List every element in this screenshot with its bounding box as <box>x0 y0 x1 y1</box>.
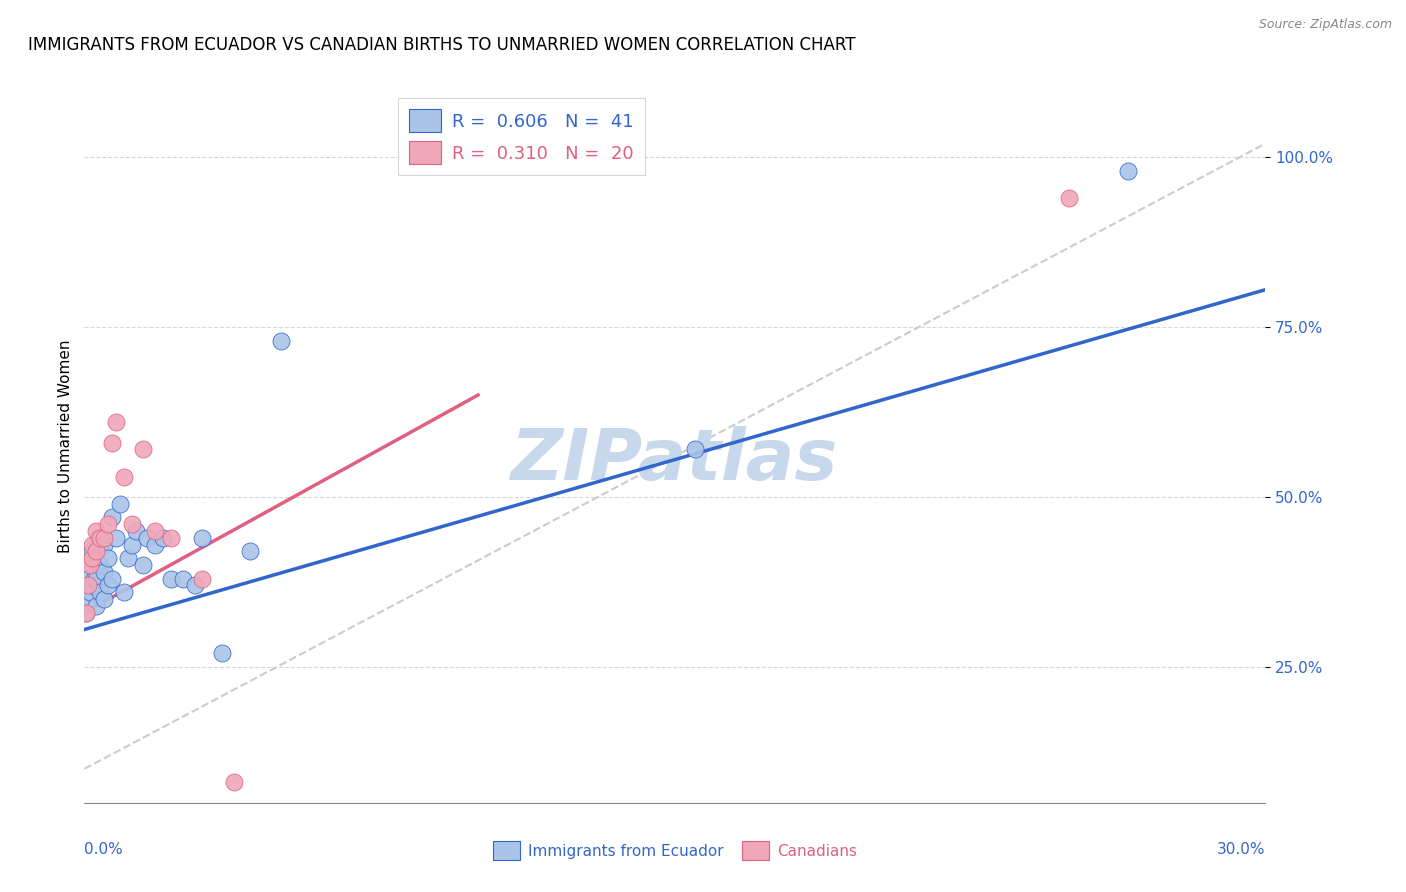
Point <box>104 415 127 429</box>
Point <box>89 537 111 551</box>
Point <box>172 572 194 586</box>
Text: Source: ZipAtlas.com: Source: ZipAtlas.com <box>1258 18 1392 31</box>
Point <box>75 606 97 620</box>
Point <box>104 531 127 545</box>
Point <box>160 572 183 586</box>
Point <box>112 585 135 599</box>
Point <box>83 572 105 586</box>
Point <box>683 442 706 457</box>
Point <box>183 578 205 592</box>
Point <box>160 531 183 545</box>
Point <box>1116 163 1139 178</box>
Point <box>79 558 101 572</box>
Point <box>97 551 120 566</box>
Point <box>93 537 115 551</box>
Point <box>77 591 100 606</box>
Text: 30.0%: 30.0% <box>1218 842 1265 857</box>
Text: 0.0%: 0.0% <box>84 842 124 857</box>
Point <box>121 537 143 551</box>
Point <box>79 585 101 599</box>
Point <box>239 544 262 558</box>
Point <box>222 775 245 789</box>
Point <box>77 572 100 586</box>
Point <box>82 558 104 572</box>
Point <box>75 606 97 620</box>
Point <box>84 524 107 538</box>
Point <box>84 544 107 558</box>
Point <box>93 565 115 579</box>
Point <box>152 531 174 545</box>
Point <box>1057 191 1080 205</box>
Point <box>143 524 166 538</box>
Point <box>191 572 214 586</box>
Point <box>108 497 131 511</box>
Point <box>191 531 214 545</box>
Point <box>77 578 100 592</box>
Y-axis label: Births to Unmarried Women: Births to Unmarried Women <box>58 339 73 553</box>
Point <box>112 469 135 483</box>
Point <box>97 578 120 592</box>
Point <box>97 517 120 532</box>
Text: ZIPatlas: ZIPatlas <box>512 425 838 495</box>
Point <box>93 591 115 606</box>
Point <box>89 531 111 545</box>
Point <box>82 537 104 551</box>
Point <box>132 558 155 572</box>
Point <box>117 551 139 566</box>
Point <box>84 572 107 586</box>
Point <box>101 435 124 450</box>
Point <box>82 551 104 566</box>
Point <box>93 531 115 545</box>
Point <box>124 524 146 538</box>
Point <box>87 531 110 545</box>
Point <box>89 585 111 599</box>
Legend: Immigrants from Ecuador, Canadians: Immigrants from Ecuador, Canadians <box>486 835 863 866</box>
Text: IMMIGRANTS FROM ECUADOR VS CANADIAN BIRTHS TO UNMARRIED WOMEN CORRELATION CHART: IMMIGRANTS FROM ECUADOR VS CANADIAN BIRT… <box>28 36 856 54</box>
Point <box>82 578 104 592</box>
Point <box>84 599 107 613</box>
Point <box>143 537 166 551</box>
Point <box>136 531 159 545</box>
Point <box>132 442 155 457</box>
Point <box>101 510 124 524</box>
Point <box>82 544 104 558</box>
Point <box>270 334 292 348</box>
Point <box>211 646 233 660</box>
Point <box>101 572 124 586</box>
Point <box>89 558 111 572</box>
Point <box>84 551 107 566</box>
Point <box>121 517 143 532</box>
